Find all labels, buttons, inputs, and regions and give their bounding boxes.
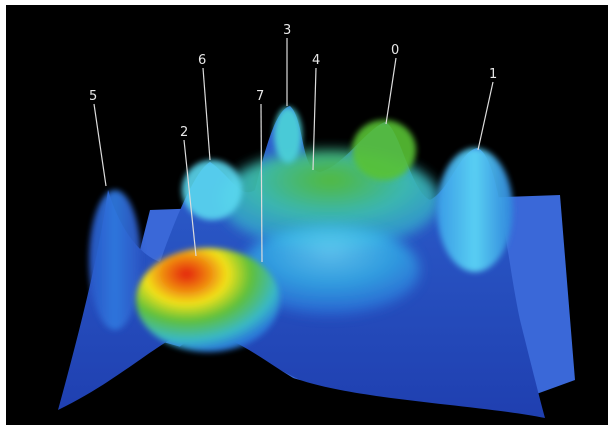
peak-label-3: 3 <box>283 23 291 38</box>
peak-label-6: 6 <box>198 53 206 68</box>
leader-4 <box>312 67 317 171</box>
peak-5-cap <box>89 190 141 330</box>
leader-1 <box>477 81 494 151</box>
peak-label-1: 1 <box>489 67 497 82</box>
peak-3-cap <box>274 107 302 163</box>
peak-label-2: 2 <box>180 125 188 140</box>
mid-cyan-region <box>240 225 420 315</box>
peak-label-4: 4 <box>312 53 320 68</box>
leader-6 <box>202 67 211 161</box>
peak-1-cap <box>437 148 513 272</box>
peak-label-7: 7 <box>256 89 264 104</box>
peak-6-cap <box>182 160 242 220</box>
peak-label-5: 5 <box>89 89 97 104</box>
peak-label-0: 0 <box>391 43 399 58</box>
leader-2 <box>183 139 197 257</box>
peak-labels: 0 1 2 3 4 5 6 7 <box>89 23 497 140</box>
leader-lines <box>93 38 494 263</box>
peak-2-hill <box>136 248 280 352</box>
leader-7 <box>260 103 263 263</box>
leader-0 <box>385 57 397 125</box>
leader-5 <box>93 103 107 187</box>
peak-0-cap <box>352 120 416 180</box>
